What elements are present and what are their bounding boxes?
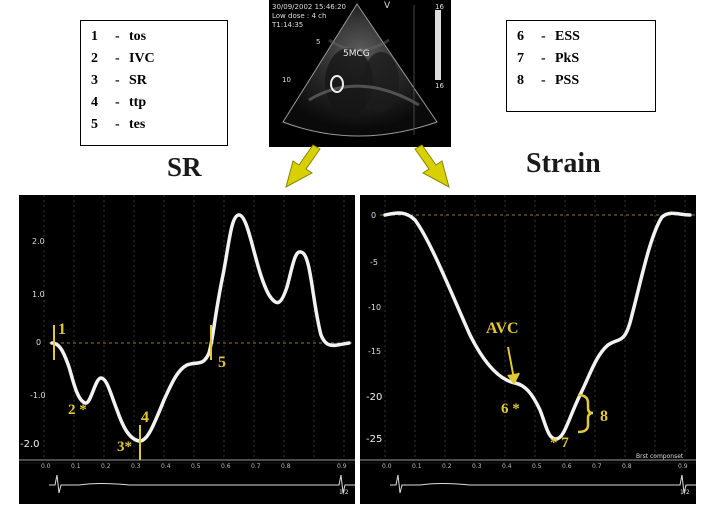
legend-item-num: 7 [517, 51, 524, 66]
legend-item-dash: - [115, 95, 120, 110]
sr-y-tick: -2.0 [20, 439, 40, 450]
legend-item-num: 5 [91, 117, 98, 132]
arrow-to-sr-icon [285, 144, 321, 188]
strain-y-tick: -15 [368, 347, 382, 356]
strain-y-tick: -20 [366, 392, 383, 403]
sr-x-tick: 0.6 [221, 463, 231, 470]
strain-y-tick: 0 [371, 211, 377, 220]
legend-item-dash: - [115, 29, 120, 44]
legend-item-dash: - [541, 51, 546, 66]
legend-item: 6 - ESS [507, 29, 655, 49]
legend-item: 8 - PSS [507, 73, 655, 93]
strain-annotation-avc: AVC [486, 320, 519, 337]
sr-x-tick: 0.7 [251, 463, 261, 470]
title-sr: SR [167, 152, 202, 182]
legend-item-dash: - [115, 117, 120, 132]
sr-y-tick: 1.0 [32, 290, 45, 299]
strain-y-tick: -5 [370, 258, 378, 267]
legend-item-label: tos [129, 29, 147, 44]
strain-x-tick: 0.7 [592, 463, 602, 470]
sr-x-tick: 0.4 [161, 463, 171, 470]
legend-item-label: PkS [555, 51, 580, 66]
echo-depth-10: 10 [282, 76, 291, 84]
legend-item: 5 - tes [81, 117, 227, 137]
echo-scale-bottom: 16 [435, 82, 444, 90]
legend-item-num: 4 [91, 95, 98, 110]
strain-ecg-marker: 1/2 [680, 489, 690, 496]
strain-x-tick: 0.6 [562, 463, 572, 470]
strain-x-tick: 0.2 [442, 463, 452, 470]
strain-y-tick: -10 [368, 303, 382, 312]
sr-panel: 2.0 1.0 0 -1.0 -2.0 0.0 0.1 0.2 0.3 0.4 … [19, 195, 355, 504]
sr-annotation-1: 1 [58, 321, 66, 338]
sr-annotation-5: 5 [218, 354, 226, 371]
sr-ecg-marker: 1/2 [339, 489, 349, 496]
sr-x-tick: 0.0 [41, 463, 51, 470]
legend-item-dash: - [541, 29, 546, 44]
sr-y-tick: -1.0 [30, 391, 46, 400]
sr-x-tick: 0.8 [281, 463, 291, 470]
title-strain: Strain [526, 148, 601, 179]
legend-item-num: 1 [91, 29, 98, 44]
sr-annotation-3: 3* [117, 439, 132, 455]
legend-item: 4 - ttp [81, 95, 227, 115]
sr-x-tick: 0.5 [191, 463, 201, 470]
strain-annotation-6: 6 * [501, 401, 520, 417]
legend-item-dash: - [115, 51, 120, 66]
legend-item: 1 - tos [81, 29, 227, 49]
sr-y-tick: 2.0 [32, 237, 45, 246]
legend-item-num: 3 [91, 73, 98, 88]
echocardiogram-image: 30/09/2002 15:46:20 Low dose : 4 ch T1:1… [269, 0, 451, 147]
legend-item: 3 - SR [81, 73, 227, 93]
echo-sector-graphic [282, 3, 441, 137]
sr-annotation-4: 4 [141, 409, 149, 426]
legend-item-num: 2 [91, 51, 98, 66]
strain-chart [360, 195, 696, 494]
strain-x-tick: 0.4 [502, 463, 512, 470]
sr-y-tick: 0 [36, 338, 42, 347]
strain-annotation-8: 8 [600, 408, 608, 425]
legend-item-dash: - [115, 73, 120, 88]
echo-marker-v: V [384, 1, 391, 11]
legend-item-label: ESS [555, 29, 580, 44]
echo-scale-top: 16 [435, 3, 444, 11]
strain-y-tick: -25 [366, 434, 383, 445]
strain-x-tick: 0.9 [678, 463, 688, 470]
legend-item-dash: - [541, 73, 546, 88]
sr-x-tick: 0.2 [101, 463, 111, 470]
arrow-to-strain-icon [414, 144, 450, 188]
strain-panel: 0 -5 -10 -15 -20 -25 0.0 0.1 0.2 0.3 0.4… [360, 195, 696, 504]
sr-x-tick: 0.9 [337, 463, 347, 470]
legend-item-label: PSS [555, 73, 580, 88]
strain-x-tick: 0.8 [622, 463, 632, 470]
legend-item-num: 6 [517, 29, 524, 44]
sr-chart [19, 195, 355, 494]
legend-item: 2 - IVC [81, 51, 227, 71]
legend-box-left: 1- tos 2- IVC 3- SR 4- ttp 5- tes [80, 20, 228, 146]
legend-item-num: 8 [517, 73, 524, 88]
echo-mode: Low dose : 4 ch [272, 12, 327, 20]
strain-x-tick: 0.0 [382, 463, 392, 470]
strain-info-text: Brst componset [636, 453, 684, 460]
legend-item-label: SR [129, 73, 147, 88]
echo-time: T1:14:35 [272, 21, 304, 29]
legend-item-label: tes [129, 117, 146, 132]
strain-x-tick: 0.1 [412, 463, 422, 470]
echo-date: 30/09/2002 15:46:20 [272, 3, 347, 11]
sr-x-tick: 0.3 [131, 463, 141, 470]
legend-item-label: IVC [129, 51, 155, 66]
echo-center-label: 5MCG [343, 49, 370, 59]
strain-annotation-7: * 7 [550, 435, 569, 451]
sr-annotation-2: 2 * [68, 402, 87, 418]
legend-box-right: 6- ESS 7- PkS 8- PSS [506, 20, 656, 112]
sr-x-tick: 0.1 [71, 463, 81, 470]
legend-item: 7 - PkS [507, 51, 655, 71]
strain-x-tick: 0.3 [472, 463, 482, 470]
legend-item-label: ttp [129, 95, 147, 110]
strain-x-tick: 0.5 [532, 463, 542, 470]
echo-depth-5: 5 [316, 38, 321, 46]
